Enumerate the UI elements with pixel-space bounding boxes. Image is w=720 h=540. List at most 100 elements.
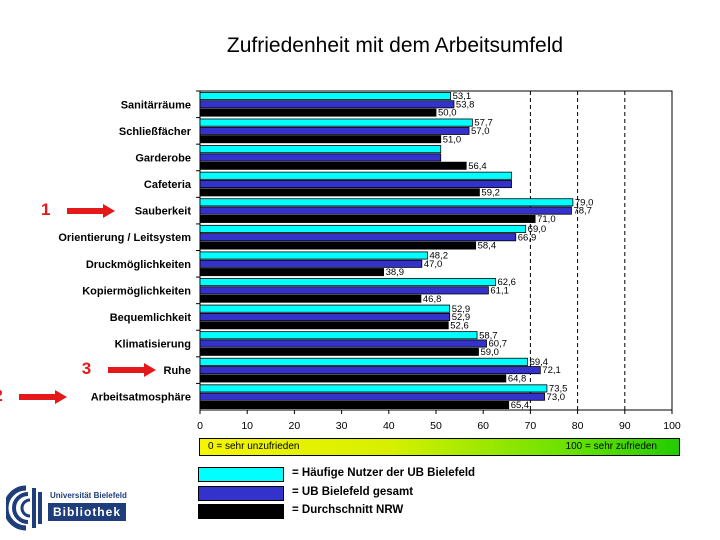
category-label: Druckmöglichkeiten [86,259,191,271]
data-label: 79,0 [575,197,594,208]
bar [199,304,451,313]
data-label: 60,7 [489,339,508,350]
university-library-logo: Universität Bielefeld Bibliothek [6,484,127,534]
logo-mark-icon [6,485,42,531]
bar [199,278,496,287]
data-label: 57,0 [471,126,490,137]
logo-main-text: Bibliothek [48,503,126,521]
bar [199,224,527,233]
data-label: 69,4 [530,357,549,368]
logo-subtitle: Universität Bielefeld [50,491,127,500]
bar [199,206,572,215]
legend-label-nrw-average: = Durchschnitt NRW [292,504,404,516]
bar [199,135,442,144]
data-label: 62,6 [497,277,516,288]
bar [199,401,510,410]
bar [199,126,470,135]
data-label: 46,8 [423,294,442,305]
bar [199,145,442,154]
category-label: Orientierung / Leitsystem [58,232,191,244]
legend-label-frequent-users: = Häufige Nutzer der UB Bielefeld [292,467,476,479]
x-tick-label: 60 [477,420,489,432]
data-label: 65,4 [511,400,530,411]
data-label: 47,0 [424,259,443,270]
bar [199,214,536,223]
category-label: Sanitärräume [121,99,191,111]
data-label: 59,0 [480,347,499,358]
category-label: Garderobe [135,152,191,164]
category-label: Sauberkeit [135,206,192,218]
bar [199,347,479,356]
data-label: 64,8 [508,374,526,385]
scale-low-label: 0 = sehr unzufrieden [208,441,300,452]
bar [199,180,512,189]
bar [199,268,385,277]
data-label: 73,0 [547,392,566,403]
category-label: Ruhe [164,365,192,377]
scale-high-label: 100 = sehr zufrieden [565,441,657,452]
x-tick-label: 80 [572,420,584,432]
legend-swatch-ub-total [198,486,284,501]
bar [199,259,423,268]
data-label: 52,9 [452,304,471,315]
legend-label-ub-total: = UB Bielefeld gesamt [292,486,414,498]
x-tick-label: 30 [336,420,348,432]
x-tick-label: 40 [383,420,395,432]
data-label: 71,0 [537,214,556,225]
data-label: 57,7 [474,118,493,129]
bar [199,357,528,366]
x-tick-label: 20 [289,420,301,432]
data-label: 58,4 [478,241,497,252]
category-label: Arbeitsatmosphäre [91,392,191,404]
x-tick-label: 0 [197,420,203,432]
data-label: 78,7 [573,206,592,217]
bar [199,392,545,401]
rank-number: 2 [0,386,3,406]
bar [199,251,428,260]
x-tick-label: 10 [241,420,253,432]
data-label: 52,9 [452,312,471,323]
bar [199,366,541,375]
bar [199,374,507,383]
bar [199,118,473,127]
bar [199,339,487,348]
category-label: Cafeteria [144,179,192,191]
category-label: Bequemlichkeit [110,312,192,324]
data-label: 53,8 [456,99,475,110]
data-label: 59,2 [481,187,500,198]
legend-swatch-frequent-users [198,467,284,482]
data-label: 69,0 [528,224,547,235]
satisfaction-scale-bar: 0 = sehr unzufrieden 100 = sehr zufriede… [199,438,680,456]
rank-number: 3 [81,359,92,379]
bar [199,331,478,340]
bar [199,233,517,242]
rank-number: 1 [41,199,51,219]
bar [199,153,442,162]
data-label: 66,9 [518,232,537,243]
data-label: 61,1 [490,285,509,296]
x-tick-label: 90 [619,420,631,432]
bar [199,171,512,180]
bar [199,188,480,197]
data-label: 56,4 [468,161,487,172]
data-label: 73,5 [549,384,568,395]
bar [199,161,467,170]
data-label: 72,1 [542,365,561,376]
legend-swatch-nrw-average [198,504,284,519]
data-label: 53,1 [453,91,472,102]
bar [199,100,455,109]
bar [199,312,451,321]
data-label: 51,0 [443,134,462,145]
data-label: 58,7 [479,330,498,341]
chart-title: Zufriedenheit mit dem Arbeitsumfeld [226,34,564,57]
x-tick-label: 100 [663,420,681,432]
bar [199,294,422,303]
bar [199,91,452,100]
bar [199,321,449,330]
category-label: Schließfächer [119,126,192,138]
data-label: 38,9 [386,267,405,278]
bar [199,241,477,250]
category-label: Kopiermöglichkeiten [82,285,191,297]
x-tick-label: 50 [430,420,442,432]
